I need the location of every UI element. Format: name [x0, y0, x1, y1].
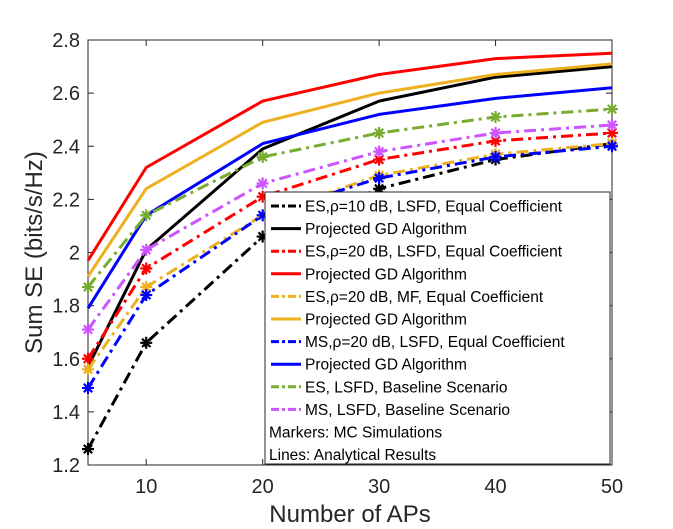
series-line: [86, 62, 613, 278]
series-7: [86, 86, 613, 310]
y-tick-label: 1.4: [52, 402, 80, 424]
legend-entry: ES,ρ=10 dB, LSFD, Equal Coefficient: [271, 199, 563, 216]
mc-marker: [489, 150, 502, 163]
legend-note: Lines: Analytical Results: [269, 447, 436, 464]
legend-entry: MS, LSFD, Baseline Scenario: [271, 402, 510, 419]
legend-entry: Projected GD Algorithm: [271, 266, 467, 283]
mc-marker: [256, 150, 269, 163]
legend-label: ES,ρ=20 dB, MF, Equal Coefficient: [305, 289, 544, 306]
series-line: [86, 123, 613, 331]
mc-marker: [606, 119, 618, 131]
legend-entry: ES,ρ=20 dB, MF, Equal Coefficient: [271, 289, 544, 306]
x-tick-label: 30: [368, 476, 390, 498]
series-3: [86, 51, 613, 262]
legend-label: ES,ρ=20 dB, LSFD, Equal Coefficient: [305, 244, 563, 261]
y-tick-label: 1.8: [52, 296, 80, 318]
x-tick-label: 40: [484, 476, 506, 498]
x-tick-label: 10: [135, 476, 157, 498]
mc-marker: [489, 111, 502, 124]
axis-labels: 1.2 1.4 1.6 1.8 2 2.2 2.4 2.6 2.8 10 20 30 40 50 Numbe…: [21, 30, 623, 528]
legend-box: [264, 191, 611, 465]
y-tick-label: 1.2: [52, 455, 80, 477]
series-8: [82, 103, 618, 294]
legend-label: MS,ρ=20 dB, LSFD, Equal Coefficient: [305, 334, 565, 351]
series-2: [82, 126, 618, 365]
legend-label: Projected GD Algorithm: [305, 266, 467, 283]
mc-marker: [606, 140, 618, 153]
mc-marker: [140, 336, 153, 349]
mc-marker: [82, 281, 94, 294]
mc-marker: [373, 145, 386, 158]
mc-marker: [606, 103, 618, 116]
series-5: [86, 62, 613, 278]
y-tick-label: 2.4: [52, 136, 80, 158]
y-tick-label: 2.6: [52, 83, 80, 105]
legend-label: MS, LSFD, Baseline Scenario: [305, 402, 510, 419]
series-1: [86, 65, 613, 368]
series-9: [82, 119, 618, 336]
series-line: [86, 142, 613, 450]
mc-marker: [140, 209, 153, 222]
series-line: [86, 86, 613, 310]
data-series: [82, 51, 618, 456]
legend-label: ES, LSFD, Baseline Scenario: [305, 379, 507, 396]
y-tick-label: 2.8: [52, 30, 80, 52]
mc-marker: [140, 289, 153, 301]
legend-entry: MS,ρ=20 dB, LSFD, Equal Coefficient: [271, 334, 565, 351]
legend: ES,ρ=10 dB, LSFD, Equal Coefficient Proje…: [264, 191, 611, 465]
legend-label: Projected GD Algorithm: [305, 221, 467, 238]
legend-entry: Projected GD Algorithm: [271, 357, 467, 374]
mc-marker: [82, 363, 94, 376]
legend-entry: Projected GD Algorithm: [271, 312, 467, 329]
y-tick-label: 2.2: [52, 189, 80, 211]
x-tick-label: 50: [601, 476, 623, 498]
legend-label: Projected GD Algorithm: [305, 312, 467, 329]
legend-note: Markers: MC Simulations: [269, 425, 442, 442]
mc-marker: [82, 323, 94, 336]
legend-entry: Projected GD Algorithm: [271, 221, 467, 238]
legend-entry: ES,ρ=20 dB, LSFD, Equal Coefficient: [271, 244, 563, 261]
mc-marker: [140, 243, 153, 256]
y-tick-label: 2: [69, 243, 80, 265]
series-line: [86, 131, 613, 360]
y-tick-label: 1.6: [52, 349, 80, 371]
series-line: [86, 51, 613, 262]
mc-marker: [82, 443, 94, 456]
legend-entry: ES, LSFD, Baseline Scenario: [271, 379, 507, 396]
legend-label: ES,ρ=10 dB, LSFD, Equal Coefficient: [305, 199, 563, 216]
legend-label: Projected GD Algorithm: [305, 357, 467, 374]
series-line: [86, 107, 613, 288]
mc-marker: [373, 172, 386, 185]
mc-marker: [140, 262, 153, 275]
x-axis-title: Number of APs: [269, 501, 430, 528]
x-tick-label: 20: [252, 476, 274, 498]
y-axis-title: Sum SE (bits/s/Hz): [21, 151, 48, 354]
mc-marker: [373, 153, 386, 166]
mc-marker: [82, 381, 94, 394]
series-line: [86, 65, 613, 368]
mc-marker: [606, 126, 618, 139]
series-line: [86, 142, 613, 371]
mc-marker: [82, 352, 94, 365]
mc-marker: [256, 177, 269, 190]
mc-marker: [489, 126, 502, 139]
mc-marker: [373, 126, 386, 139]
